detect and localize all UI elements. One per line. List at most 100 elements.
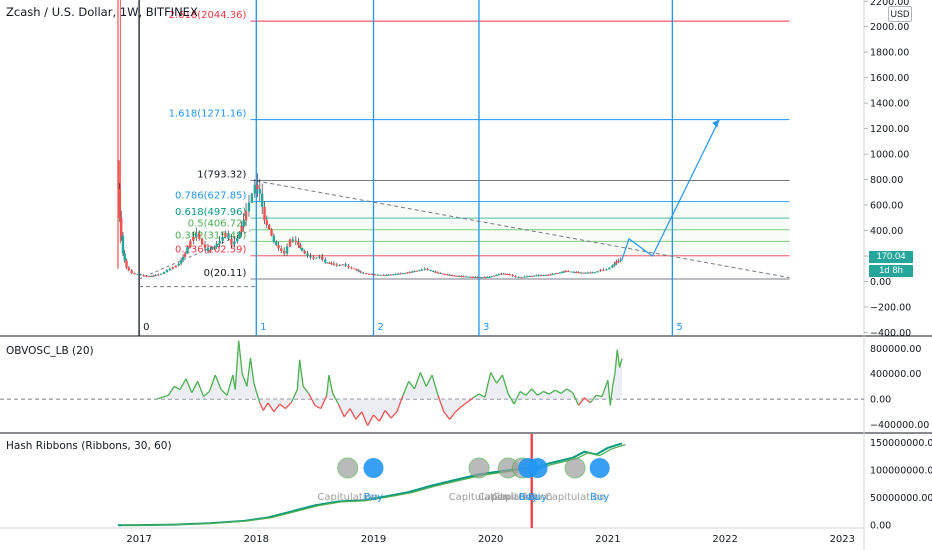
candle-body: [265, 220, 269, 225]
obv-line-segment: [490, 372, 498, 384]
candle-body: [544, 274, 547, 276]
candle-body: [218, 240, 221, 244]
hash-pane-title[interactable]: Hash Ribbons (Ribbons, 30, 60): [6, 440, 172, 452]
obv-line-segment: [259, 402, 264, 411]
candle-body: [593, 272, 597, 274]
candle-body: [357, 270, 361, 272]
candle-body: [321, 256, 324, 260]
candle-body: [434, 271, 437, 273]
candle-body: [382, 275, 385, 277]
obv-line-segment: [314, 404, 322, 410]
candle-body: [426, 268, 429, 270]
candle-body: [535, 275, 538, 277]
candle-body: [263, 206, 266, 221]
candle-body: [453, 275, 456, 277]
candle-body: [613, 263, 616, 266]
candle-body: [389, 274, 393, 276]
projection-arrowhead: [712, 119, 720, 128]
candle-body: [355, 269, 359, 271]
y-tick-label: 2200.00: [870, 0, 909, 8]
descending-trendline: [256, 180, 790, 279]
currency-button[interactable]: USD: [888, 6, 912, 22]
candle-body: [142, 275, 145, 277]
y-tick-label: −400.00: [870, 328, 911, 339]
wave-label: 0: [143, 322, 149, 333]
candle-body: [546, 274, 550, 276]
candle-body: [215, 243, 218, 248]
obv-line-segment: [367, 414, 375, 426]
candle-body: [200, 238, 204, 245]
candle-body: [353, 268, 356, 270]
candle-body: [267, 224, 271, 230]
candle-body: [549, 274, 552, 276]
obv-line-segment: [408, 380, 416, 390]
obv-line-segment: [328, 374, 334, 393]
obv-line-segment: [173, 385, 181, 391]
candle-body: [120, 217, 123, 236]
candle-body: [154, 275, 157, 277]
obv-line-segment: [220, 389, 228, 396]
obv-line-segment: [343, 408, 351, 418]
candle-body: [270, 229, 273, 236]
candle-body: [306, 253, 309, 257]
impulse-dashed-line: [138, 230, 251, 280]
y-tick-label: 400000.00: [870, 369, 921, 380]
candle-body: [192, 236, 195, 241]
candle-body: [429, 269, 432, 272]
candle-body: [341, 264, 344, 266]
obv-line-segment: [496, 374, 503, 384]
hash-signal-marker: [589, 458, 610, 478]
candle-body: [291, 239, 295, 241]
candle-body: [236, 238, 239, 242]
obv-line-segment: [537, 390, 544, 396]
obv-line-segment: [156, 394, 169, 400]
candle-body: [233, 241, 236, 245]
obv-pane-title[interactable]: OBVOSC_LB (20): [6, 345, 94, 357]
obv-line-segment: [273, 403, 281, 413]
candle-body: [436, 272, 440, 274]
candle-body: [410, 271, 414, 273]
candle-body: [608, 267, 611, 270]
projection-path: [621, 119, 720, 261]
candle-body: [406, 272, 409, 274]
candle-body: [537, 275, 540, 277]
candle-body: [450, 275, 454, 277]
candle-body: [560, 272, 564, 274]
candle-body: [485, 276, 489, 278]
candle-body: [156, 274, 160, 276]
candle-body: [148, 276, 151, 278]
y-tick-label: 600.00: [870, 201, 903, 212]
candle-body: [525, 276, 529, 278]
candle-body: [312, 257, 315, 259]
candle-body: [179, 260, 183, 264]
wave-label: 5: [676, 322, 682, 333]
x-tick-label: 2017: [126, 534, 151, 545]
candle-body: [195, 233, 198, 237]
x-tick-label: 2021: [595, 534, 620, 545]
y-tick-label: 800.00: [870, 175, 903, 186]
candle-body: [542, 275, 545, 277]
obv-line-segment: [543, 390, 550, 395]
candle-body: [387, 274, 390, 276]
candle-body: [539, 275, 543, 277]
wave-label: 2: [377, 322, 383, 333]
candle-body: [556, 273, 559, 275]
obv-line-segment: [419, 372, 427, 387]
candle-body: [253, 184, 257, 194]
candle-body: [460, 276, 463, 278]
candle-body: [258, 189, 262, 194]
candle-body: [350, 267, 353, 269]
candle-body: [197, 233, 201, 239]
time-axis[interactable]: 2017 2018 2019 2020 2021 2022 2023: [126, 534, 855, 545]
candle-body: [611, 265, 614, 268]
candle-body: [394, 274, 397, 276]
obv-oscillator: [0, 340, 864, 426]
last-price-tag: 170.04: [869, 251, 913, 263]
candle-body: [277, 245, 280, 249]
obv-line-segment: [616, 349, 621, 368]
candle-body: [474, 277, 477, 279]
fib-level-label: 0.786(627.85): [175, 191, 247, 202]
candle-body: [136, 273, 139, 275]
hash-signal-marker: [468, 457, 490, 479]
